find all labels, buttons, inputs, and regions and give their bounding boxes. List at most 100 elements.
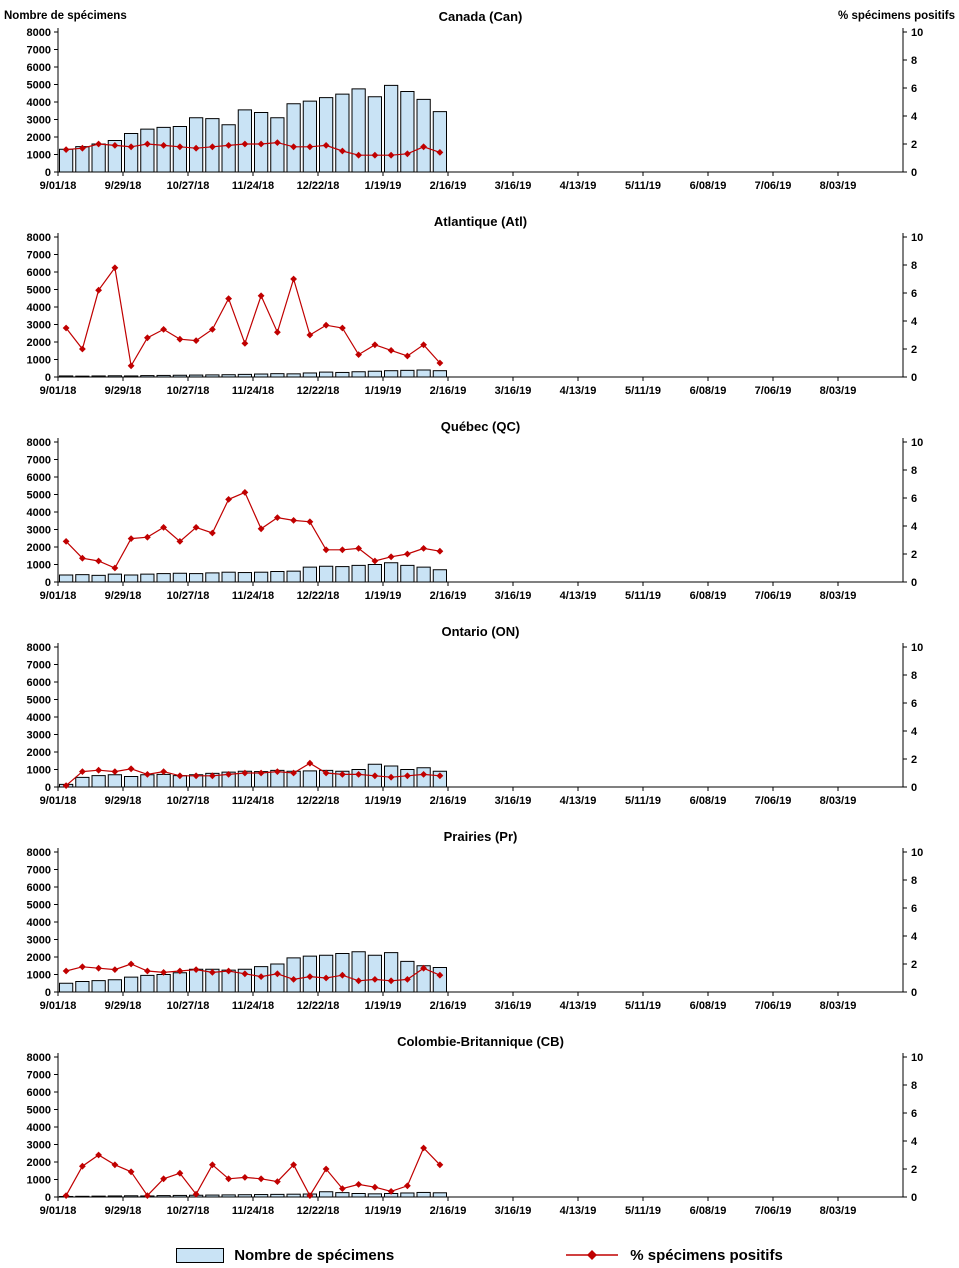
bar	[351, 1193, 366, 1198]
bar	[270, 373, 285, 378]
right-tick-label: 8	[911, 260, 917, 272]
diamond-marker	[306, 973, 314, 980]
bar	[172, 374, 187, 378]
bar	[286, 957, 301, 993]
diamond-marker	[192, 772, 200, 780]
diamond-marker	[274, 328, 281, 336]
right-tick-label: 10	[911, 642, 923, 654]
chart-title: Québec (QC)	[441, 419, 520, 434]
x-tick-label: 5/11/19	[625, 1000, 661, 1012]
bar-legend-label: Nombre de spécimens	[234, 1246, 395, 1264]
diamond-marker	[306, 518, 314, 526]
diamond-marker	[355, 545, 362, 552]
bar	[237, 572, 252, 583]
bar	[140, 128, 155, 173]
left-tick-label: 7000	[27, 250, 51, 262]
diamond-marker	[225, 142, 232, 149]
x-tick-label: 10/27/18	[167, 180, 210, 192]
left-tick-label: 1000	[27, 150, 51, 162]
x-tick-label: 3/16/19	[495, 1000, 532, 1012]
diamond-marker	[127, 1168, 135, 1176]
pct-line	[66, 141, 441, 156]
diamond-marker	[322, 142, 330, 149]
left-tick-label: 1000	[27, 355, 51, 367]
diamond-marker	[144, 533, 151, 541]
bar	[319, 371, 334, 378]
bar	[156, 126, 171, 173]
right-tick-label: 6	[911, 903, 917, 915]
left-tick-label: 6000	[27, 882, 51, 894]
right-tick-label: 10	[911, 27, 923, 39]
bar	[319, 97, 334, 173]
bar	[270, 571, 285, 583]
x-tick-label: 4/13/19	[560, 385, 597, 397]
bar	[221, 571, 236, 583]
diamond-marker	[404, 550, 411, 558]
x-tick-label: 7/06/19	[755, 180, 792, 192]
x-tick-label: 2/16/19	[430, 180, 467, 192]
diamond-marker	[79, 768, 86, 775]
bar	[400, 369, 415, 378]
left-tick-label: 5000	[27, 490, 51, 502]
bar	[367, 1193, 382, 1198]
x-tick-label: 4/13/19	[560, 1205, 597, 1217]
diamond-marker	[95, 1151, 102, 1159]
diamond-marker	[62, 1192, 70, 1199]
diamond-marker	[371, 151, 379, 159]
diamond-marker	[160, 768, 167, 775]
bars-series	[59, 951, 447, 993]
bar	[367, 96, 382, 173]
diamond-marker	[127, 362, 135, 370]
bar	[351, 88, 366, 173]
x-tick-label: 6/08/19	[690, 590, 727, 602]
x-tick-label: 9/29/18	[105, 795, 142, 807]
left-tick-label: 4000	[27, 97, 51, 109]
bar	[432, 1192, 447, 1198]
diamond-marker	[225, 496, 232, 503]
bar	[91, 1195, 106, 1198]
diamond-marker	[257, 1175, 265, 1183]
right-tick-label: 0	[911, 167, 917, 179]
x-tick-label: 7/06/19	[755, 1205, 792, 1217]
diamond-marker	[111, 966, 119, 973]
diamond-marker	[62, 967, 70, 975]
diamond-marker	[306, 1192, 314, 1199]
bar	[286, 103, 301, 173]
x-tick-label: 9/29/18	[105, 590, 142, 602]
bar	[302, 372, 317, 378]
right-tick-label: 2	[911, 344, 917, 356]
diamond-marker	[176, 772, 184, 780]
diamond-marker	[127, 143, 135, 151]
pct-line-series	[62, 759, 444, 789]
x-tick-label: 10/27/18	[167, 385, 210, 397]
left-axis: 0 1000 2000 3000 4000 5000 6000 7000 8000	[27, 642, 58, 794]
bar	[75, 981, 90, 993]
right-tick-label: 10	[911, 1052, 923, 1064]
diamond-marker	[290, 976, 297, 983]
left-tick-label: 7000	[27, 455, 51, 467]
bar	[237, 373, 252, 378]
bar	[156, 773, 171, 788]
diamond-marker	[95, 964, 102, 972]
chart-atlantique: Atlantique (Atl)010002000300040005000600…	[27, 214, 924, 397]
diamond-marker	[371, 341, 379, 349]
right-tick-label: 10	[911, 232, 923, 244]
diamond-marker	[420, 545, 427, 552]
diamond-marker	[160, 142, 167, 149]
bar	[124, 1195, 139, 1198]
pct-line	[65, 266, 441, 368]
left-tick-label: 2000	[27, 132, 51, 144]
x-tick-label: 11/24/18	[232, 180, 274, 192]
bar	[351, 564, 366, 583]
diamond-marker	[241, 769, 249, 777]
x-tick-label: 6/08/19	[690, 385, 727, 397]
bar	[124, 776, 139, 788]
right-tick-label: 8	[911, 875, 917, 887]
diamond-marker	[290, 517, 297, 524]
x-tick-label: 9/29/18	[105, 1000, 142, 1012]
left-tick-label: 2000	[27, 747, 51, 759]
left-tick-label: 7000	[27, 45, 51, 57]
diamond-marker	[371, 976, 379, 983]
diamond-marker	[387, 151, 395, 159]
bar	[91, 775, 106, 788]
